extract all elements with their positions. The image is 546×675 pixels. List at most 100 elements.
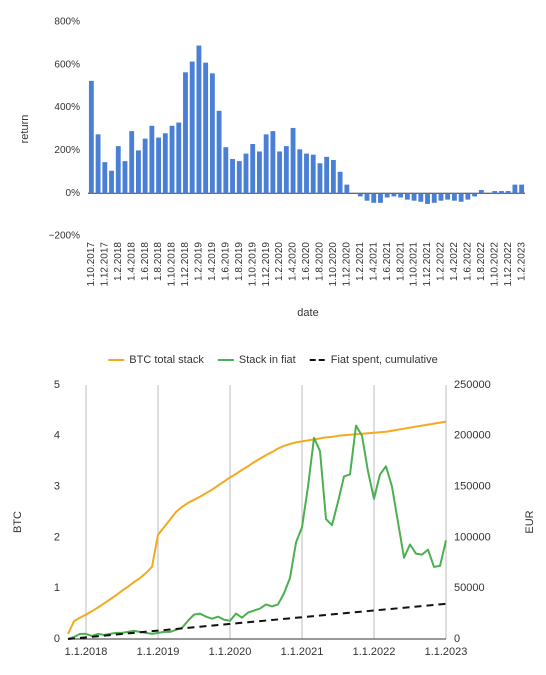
y-tick-label: 1 [54, 582, 60, 594]
bar [391, 193, 397, 197]
bar [290, 127, 296, 194]
x-tick-label: 1.10.2017 [86, 242, 97, 287]
bar [176, 122, 182, 194]
bar [438, 193, 444, 201]
x-tick-label: 1.10.2019 [247, 242, 258, 287]
bar [183, 72, 188, 194]
bar [512, 184, 518, 194]
y2-tick-label: 200000 [454, 430, 491, 442]
bar [162, 133, 168, 194]
bar [109, 170, 114, 194]
bar [458, 193, 464, 202]
x-tick-label: 1.1.2022 [353, 646, 396, 658]
bar [297, 149, 303, 194]
y-tick-label: 600% [54, 59, 80, 70]
legend-label: Fiat spent, cumulative [331, 354, 438, 366]
bar [364, 193, 370, 201]
legend-label: Stack in fiat [239, 354, 296, 366]
legend: BTC total stack Stack in fiat Fiat spent, … [108, 354, 438, 366]
bar [156, 137, 162, 194]
x-tick-label: 1.6.2022 [462, 242, 473, 281]
bar [169, 125, 175, 194]
x-tick-label: 1.10.2018 [167, 242, 178, 287]
x-tick-label: 1.12.2020 [341, 242, 352, 287]
x-tick-label: 1.6.2019 [220, 242, 231, 281]
bar [136, 150, 141, 194]
bar [378, 193, 383, 203]
y-tick-label: 3 [54, 481, 60, 493]
bar [371, 193, 377, 203]
bar [216, 110, 222, 194]
bar [425, 193, 430, 204]
x-tick-label: 1.8.2019 [234, 242, 245, 281]
y-tick-label: 0 [54, 633, 60, 645]
y2-axis-title: EUR [524, 510, 536, 533]
y-tick-label: 800% [54, 17, 80, 28]
x-tick-label: 1.4.2020 [288, 242, 299, 281]
bar [465, 193, 471, 200]
bar [337, 171, 343, 194]
bar [209, 73, 215, 194]
y-tick-label: 5 [54, 379, 60, 391]
bar [277, 151, 283, 194]
bar [519, 184, 525, 194]
legend-label: BTC total stack [129, 354, 204, 366]
x-tick-label: 1.4.2019 [207, 242, 218, 281]
bar [330, 160, 336, 194]
y-axis-title: BTC [12, 511, 24, 533]
y2-tick-label: 50000 [454, 582, 485, 594]
y2-tick-label: 100000 [454, 531, 491, 543]
x-tick-label: 1.2.2021 [355, 242, 366, 281]
bar [189, 61, 195, 194]
bar [451, 193, 457, 201]
x-tick-label: 1.8.2021 [395, 242, 406, 281]
x-tick-label: 1.10.2022 [489, 242, 500, 287]
x-tick-label: 1.12.2022 [503, 242, 514, 287]
bar [203, 62, 209, 194]
x-tick-label: 1.2.2019 [194, 242, 205, 281]
bar [122, 161, 128, 194]
bar [472, 193, 477, 197]
y-tick-label: 4 [54, 430, 60, 442]
bar [499, 191, 504, 194]
bar [129, 131, 135, 194]
x-tick-label: 1.1.2018 [65, 646, 108, 658]
x-tick-label: 1.6.2020 [301, 242, 312, 281]
bar [384, 193, 390, 198]
x-tick-label: 1.1.2019 [137, 646, 180, 658]
x-tick-label: 1.1.2020 [209, 646, 252, 658]
y-axis-title: return [19, 115, 31, 144]
bar [257, 151, 262, 194]
bar [142, 138, 148, 194]
x-tick-label: 1.2.2023 [516, 242, 527, 281]
x-tick-label: 1.2.2018 [113, 242, 124, 281]
bar [95, 134, 101, 194]
x-tick-label: 1.12.2018 [180, 242, 191, 287]
bar [88, 80, 94, 194]
bar [404, 193, 410, 200]
x-tick-label: 1.4.2022 [449, 242, 460, 281]
x-tick-label: 1.6.2018 [140, 242, 151, 281]
bar [478, 189, 484, 194]
bar [115, 146, 121, 194]
x-tick-label: 1.2.2022 [436, 242, 447, 281]
series-line [67, 420, 447, 635]
bar [102, 162, 108, 194]
bar [431, 193, 437, 203]
bar [505, 191, 511, 194]
bar [196, 45, 202, 194]
bar [223, 147, 229, 194]
x-tick-label: 1.10.2021 [409, 242, 420, 287]
x-tick-label: 1.12.2017 [99, 242, 110, 287]
x-tick-label: 1.1.2023 [425, 646, 468, 658]
bar [445, 193, 451, 200]
bar [149, 125, 155, 194]
x-tick-label: 1.10.2020 [328, 242, 339, 287]
series-line [67, 424, 447, 640]
bar [411, 193, 417, 201]
series-line [67, 602, 447, 640]
y-tick-label: −200% [49, 231, 81, 242]
y2-tick-label: 250000 [454, 379, 491, 391]
